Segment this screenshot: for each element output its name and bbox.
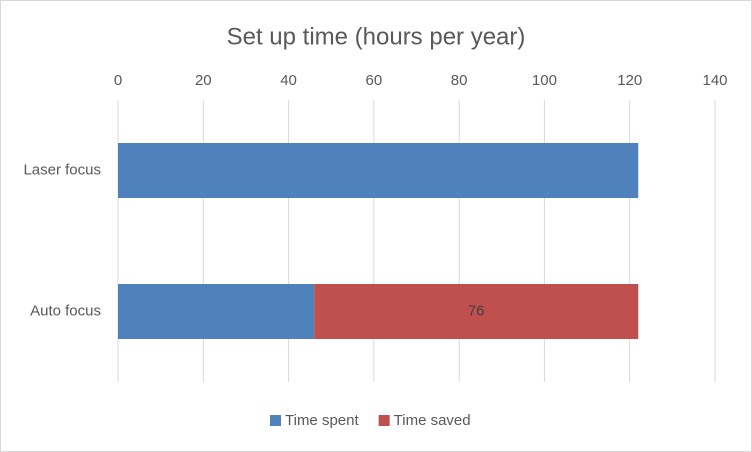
x-tick-label: 0: [114, 72, 122, 89]
bar: [314, 284, 639, 339]
legend-label: Time spent: [285, 412, 359, 429]
x-tick-label: 60: [366, 72, 383, 89]
x-tick-label: 140: [702, 72, 727, 89]
x-tick-label: 100: [532, 72, 557, 89]
legend-swatch: [270, 415, 281, 426]
x-tick-label: 120: [617, 72, 642, 89]
legend-label: Time saved: [394, 412, 471, 429]
x-tick-label: 80: [451, 72, 468, 89]
legend-swatch: [378, 415, 390, 426]
y-tick-label: Laser focus: [23, 161, 101, 178]
bar: [118, 284, 315, 339]
x-tick-label: 40: [280, 72, 297, 89]
data-label: 76: [468, 302, 485, 319]
x-tick-label: 20: [195, 72, 212, 89]
bar: [118, 143, 639, 198]
y-tick-label: Auto focus: [30, 302, 101, 319]
chart-title: Set up time (hours per year): [227, 23, 526, 50]
